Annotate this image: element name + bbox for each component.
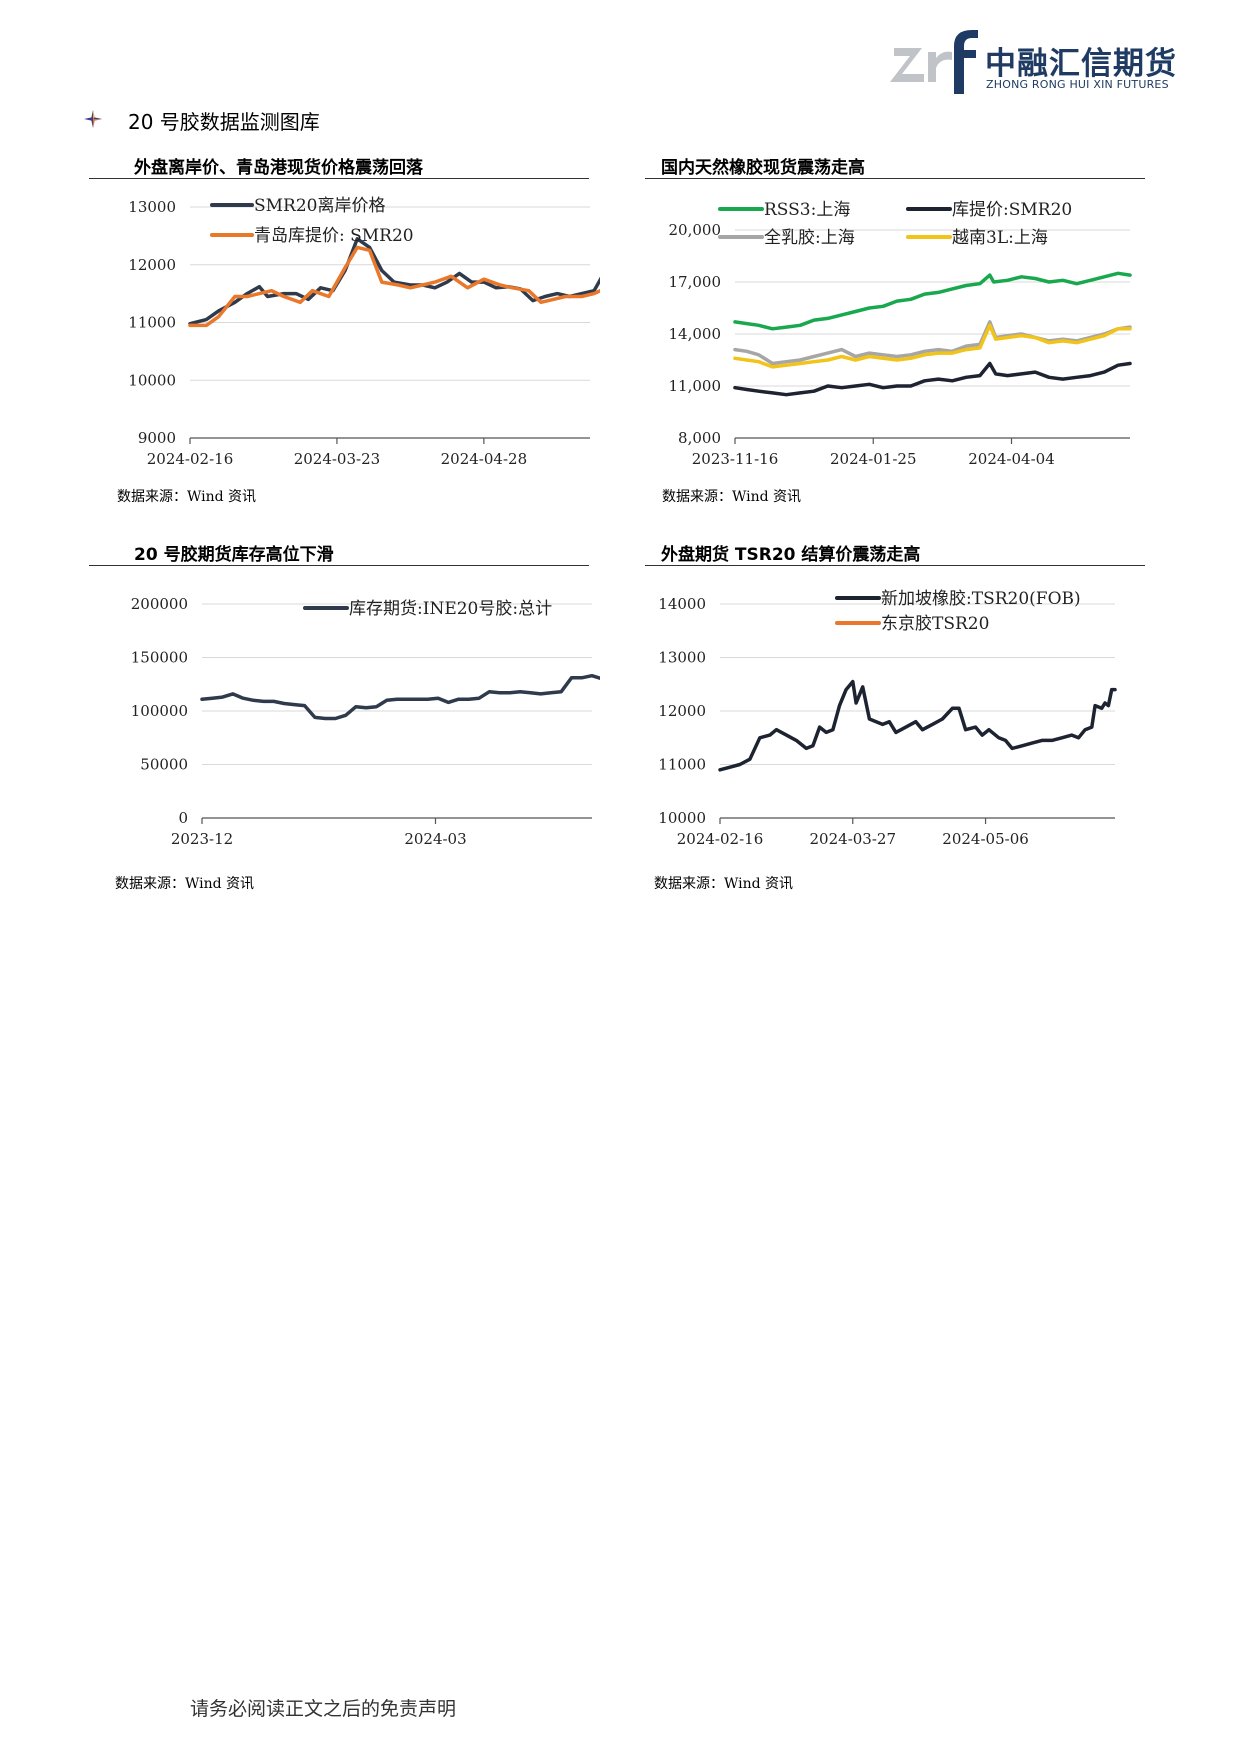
y-tick-label: 10000 <box>658 809 706 827</box>
panel-1-source: 数据来源：Wind 资讯 <box>117 489 257 505</box>
x-tick-label: 2024-01-25 <box>830 450 916 468</box>
y-tick-label: 200000 <box>131 595 188 613</box>
x-tick-label: 2024-05-06 <box>942 830 1028 848</box>
legend-label: 青岛库提价: SMR20 <box>254 226 414 246</box>
legend-label: 越南3L:上海 <box>952 228 1048 248</box>
panel-3-rule <box>89 565 589 566</box>
legend-label: 全乳胶:上海 <box>764 228 855 248</box>
x-tick-label: 2024-02-16 <box>147 450 233 468</box>
y-tick-label: 13000 <box>128 198 176 216</box>
section-title: 20 号胶数据监测图库 <box>128 110 320 134</box>
legend-label: 东京胶TSR20 <box>881 614 989 634</box>
y-tick-label: 14,000 <box>669 325 722 343</box>
panel-2-source: 数据来源：Wind 资讯 <box>662 489 802 505</box>
legend-label: SMR20离岸价格 <box>254 196 385 216</box>
y-tick-label: 11000 <box>128 314 176 332</box>
chart-domestic-spot-prices: 20,000 17,000 14,000 11,000 8,000 2023-11-16 2… <box>669 200 1132 468</box>
y-tick-label: 17,000 <box>669 273 722 291</box>
y-tick-label: 10000 <box>128 371 176 389</box>
y-tick-label: 12000 <box>128 256 176 274</box>
y-tick-label: 8,000 <box>678 429 721 447</box>
x-tick-label: 2024-04-28 <box>441 450 527 468</box>
y-tick-label: 150000 <box>131 649 188 667</box>
y-tick-label: 20,000 <box>669 221 722 239</box>
y-tick-label: 11,000 <box>669 377 722 395</box>
legend-label: 新加坡橡胶:TSR20(FOB) <box>881 589 1081 609</box>
y-tick-label: 0 <box>178 809 188 827</box>
panel-4-rule <box>645 565 1145 566</box>
y-tick-label: 13000 <box>658 649 706 667</box>
four-point-star-icon <box>84 110 102 128</box>
series-line-2 <box>733 361 1132 397</box>
series-line-1 <box>718 679 1117 772</box>
y-tick-label: 11000 <box>658 756 706 774</box>
series-line-1 <box>733 271 1132 331</box>
x-tick-label: 2024-03-23 <box>294 450 380 468</box>
series-line-1 <box>200 673 600 721</box>
y-tick-label: 100000 <box>131 702 188 720</box>
panel-4-title: 外盘期货 TSR20 结算价震荡走高 <box>661 545 921 565</box>
x-tick-label: 2024-04-04 <box>968 450 1054 468</box>
x-tick-label: 2023-11-16 <box>692 450 778 468</box>
series-line-1 <box>188 237 600 326</box>
legend-label: RSS3:上海 <box>764 200 850 220</box>
company-logo: 中融汇信期货 ZHONG RONG HUI XIN FUTURES <box>888 28 1176 94</box>
x-tick-label: 2024-03-27 <box>810 830 896 848</box>
chart-offshore-qingdao-prices: 13000 12000 11000 10000 9000 2024-02-16 2024-0… <box>128 196 600 468</box>
panel-3-source: 数据来源：Wind 资讯 <box>115 876 255 892</box>
x-tick-label: 2024-03 <box>404 830 466 848</box>
zrf-logo-mark-icon <box>890 30 978 94</box>
y-tick-label: 14000 <box>658 595 706 613</box>
panel-1-rule <box>89 178 589 179</box>
legend-label: 库存期货:INE20号胶:总计 <box>349 599 552 619</box>
panel-2-rule <box>645 178 1145 179</box>
panel-1-title: 外盘离岸价、青岛港现货价格震荡回落 <box>134 158 423 178</box>
y-tick-label: 9000 <box>138 429 176 447</box>
logo-chinese-name: 中融汇信期货 <box>985 46 1177 82</box>
legend-label: 库提价:SMR20 <box>952 200 1072 220</box>
y-tick-label: 50000 <box>140 756 188 774</box>
series-line-2 <box>188 245 600 328</box>
panel-4-source: 数据来源：Wind 资讯 <box>654 876 794 892</box>
logo-english-name: ZHONG RONG HUI XIN FUTURES <box>986 78 1169 91</box>
x-tick-label: 2024-02-16 <box>677 830 763 848</box>
panel-3-title: 20 号胶期货库存高位下滑 <box>134 545 334 565</box>
series-line-4 <box>733 323 1132 369</box>
y-tick-label: 12000 <box>658 702 706 720</box>
panel-2-title: 国内天然橡胶现货震荡走高 <box>661 158 865 178</box>
chart-ine-inventory: 200000 150000 100000 50000 0 2023-12 2024-03 库存… <box>131 595 600 848</box>
x-tick-label: 2023-12 <box>171 830 233 848</box>
disclaimer-footer: 请务必阅读正文之后的免责声明 <box>190 1698 457 1720</box>
chart-tsr20-settlement: 14000 13000 12000 11000 10000 2024-02-16 2024-… <box>658 589 1117 848</box>
